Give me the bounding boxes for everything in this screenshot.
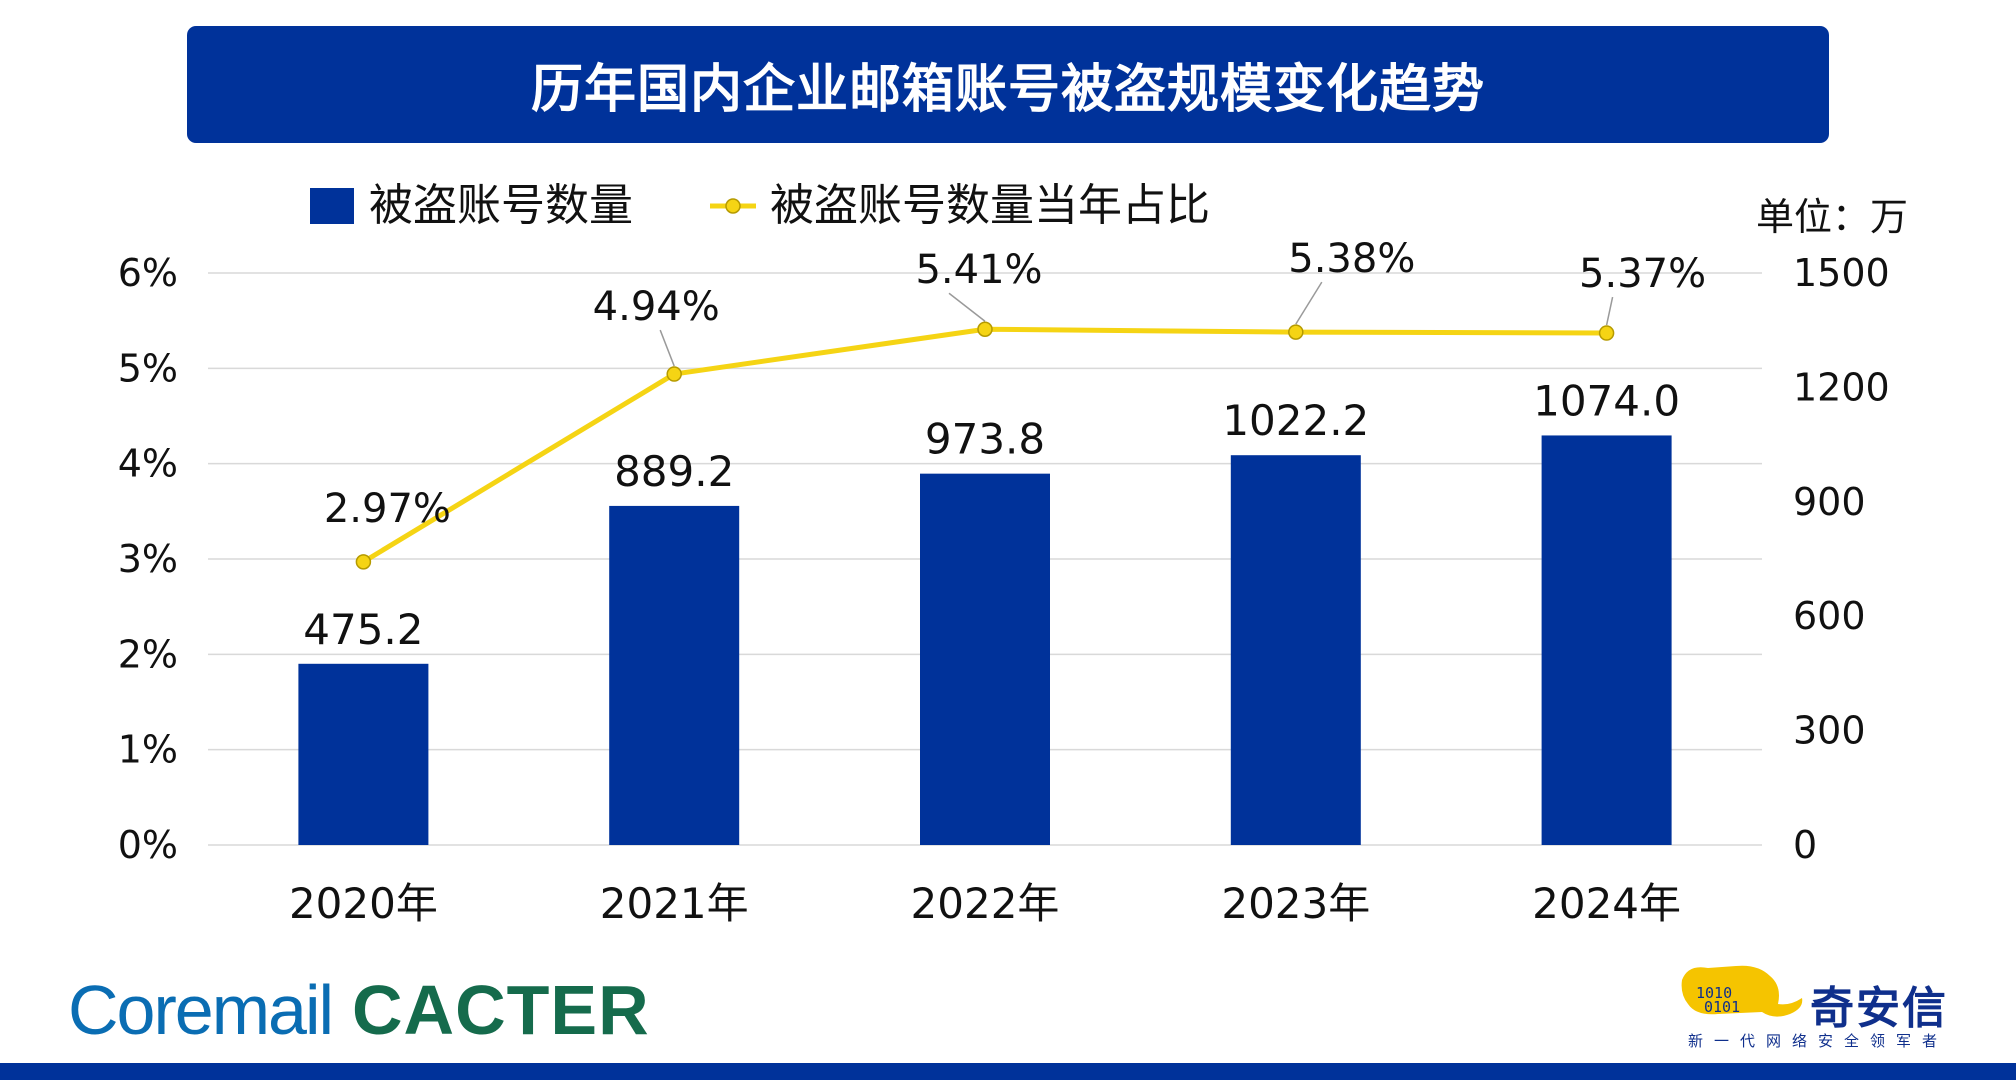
right-axis-tick-label: 1500 bbox=[1793, 251, 1890, 295]
line-point bbox=[1598, 325, 1615, 341]
x-axis-tick-label: 2022年 bbox=[911, 879, 1060, 928]
bar bbox=[920, 473, 1050, 845]
legend-swatch-bar bbox=[310, 188, 354, 224]
left-axis-tick-label: 3% bbox=[118, 537, 178, 581]
title-banner: 历年国内企业邮箱账号被盗规模变化趋势 bbox=[187, 26, 1829, 143]
line-series bbox=[355, 321, 1615, 570]
left-axis-tick-label: 1% bbox=[118, 728, 178, 772]
line-point bbox=[666, 366, 682, 382]
x-axis-tick-label: 2023年 bbox=[1221, 879, 1370, 928]
qax-slogan: 新一代网络安全领军者 bbox=[1688, 1032, 1949, 1050]
svg-text:0101: 0101 bbox=[1704, 998, 1740, 1016]
line-data-label: 5.38% bbox=[1288, 236, 1415, 282]
coremail-logo: Coremail bbox=[68, 971, 334, 1049]
line-point bbox=[1288, 324, 1304, 340]
chart-title: 历年国内企业邮箱账号被盗规模变化趋势 bbox=[530, 60, 1485, 120]
left-axis-tick-label: 4% bbox=[118, 442, 178, 486]
label-leader-lines bbox=[659, 281, 1614, 367]
bar-series bbox=[298, 435, 1672, 845]
line-data-label: 4.94% bbox=[593, 284, 720, 330]
left-axis-tick-label: 2% bbox=[118, 632, 178, 676]
line-data-label: 5.41% bbox=[915, 247, 1042, 293]
left-axis-tick-label: 6% bbox=[118, 251, 178, 295]
legend-label-line: 被盗账号数量当年占比 bbox=[770, 180, 1210, 231]
tiger-mark-icon: 1010 0101 bbox=[1681, 965, 1803, 1017]
bar bbox=[609, 505, 740, 845]
unit-label: 单位：万 bbox=[1756, 195, 1909, 239]
bar-data-label: 973.8 bbox=[925, 415, 1045, 464]
line-point bbox=[977, 321, 993, 337]
right-axis-tick-label: 600 bbox=[1793, 594, 1866, 638]
right-axis-tick-label: 300 bbox=[1793, 709, 1866, 753]
chart: 475.2 889.2 973.8 1022.2 1074.0 2.97% 4.94% 5.4… bbox=[118, 180, 1890, 928]
axes: 0% 1% 2% 3% 4% 5% 6% 0 300 600 900 1200 1500 2020年 202… bbox=[118, 251, 1890, 928]
bar-data-label: 889.2 bbox=[614, 447, 734, 496]
cacter-logo: CACTER bbox=[352, 971, 650, 1049]
legend: 被盗账号数量 被盗账号数量当年占比 bbox=[310, 180, 1210, 231]
bar-data-label: 475.2 bbox=[303, 605, 423, 654]
bar bbox=[1230, 455, 1361, 845]
label-leader-line bbox=[948, 292, 986, 322]
bar-data-label: 1022.2 bbox=[1222, 396, 1369, 445]
bar bbox=[1541, 435, 1672, 845]
svg-text:1010: 1010 bbox=[1696, 984, 1732, 1002]
qax-logo: 1010 0101 奇安信 新一代网络安全领军者 bbox=[1678, 962, 1978, 1052]
right-axis-tick-label: 900 bbox=[1793, 480, 1866, 524]
right-axis-tick-label: 1200 bbox=[1793, 365, 1890, 409]
label-leader-line bbox=[1605, 296, 1614, 326]
line-point bbox=[355, 554, 372, 570]
right-axis-tick-label: 0 bbox=[1793, 823, 1817, 867]
data-labels: 475.2 889.2 973.8 1022.2 1074.0 2.97% 4.94% 5.4… bbox=[303, 236, 1706, 654]
label-leader-line bbox=[659, 329, 675, 367]
line-data-label: 5.37% bbox=[1579, 251, 1706, 297]
x-axis-tick-label: 2020年 bbox=[289, 879, 438, 928]
left-axis-tick-label: 5% bbox=[118, 346, 178, 390]
label-leader-line bbox=[1295, 281, 1323, 325]
bar bbox=[298, 663, 429, 845]
bar-data-label: 1074.0 bbox=[1533, 376, 1680, 425]
left-axis-tick-label: 0% bbox=[118, 823, 178, 867]
legend-swatch-point bbox=[725, 198, 741, 214]
line-data-label: 2.97% bbox=[324, 486, 451, 532]
qax-name: 奇安信 bbox=[1810, 983, 1948, 1034]
legend-label-bar: 被盗账号数量 bbox=[369, 180, 633, 231]
x-axis-tick-label: 2024年 bbox=[1532, 879, 1681, 928]
x-axis-tick-label: 2021年 bbox=[600, 879, 749, 928]
bottom-bar bbox=[0, 1063, 2016, 1080]
